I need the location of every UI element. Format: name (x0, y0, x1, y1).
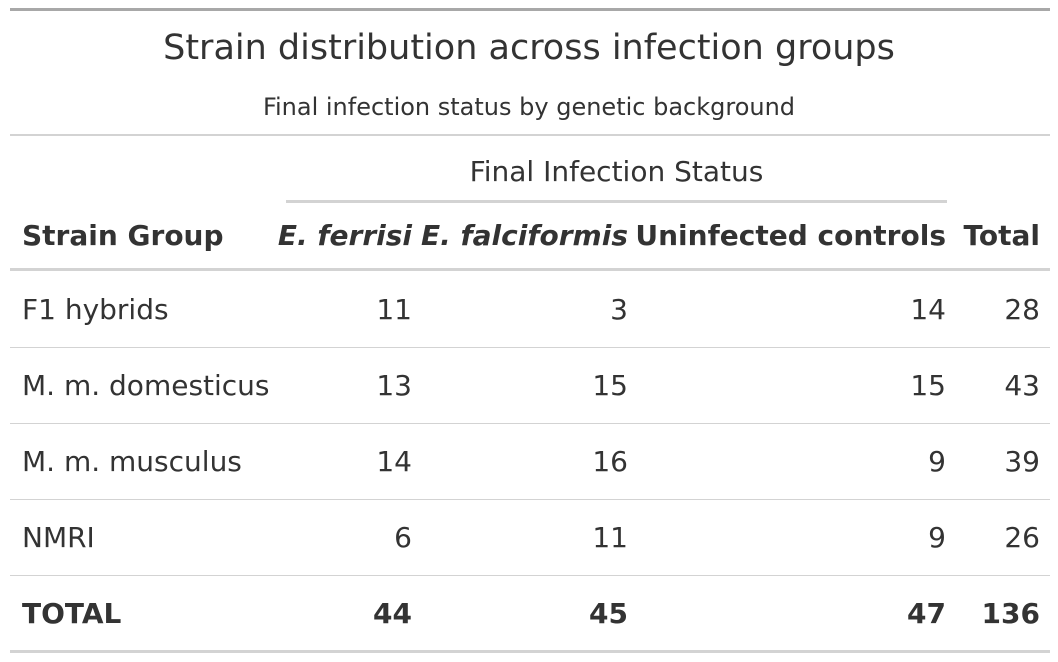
row-domesticus-falciformis: 15 (592, 369, 628, 402)
row-nmri-uninfected: 9 (928, 521, 946, 554)
table-subtitle: Final infection status by genetic backgr… (262, 93, 796, 121)
row-divider (10, 423, 1050, 424)
top-rule (10, 8, 1050, 11)
totals-total: 136 (981, 597, 1040, 630)
spanner-underline (286, 200, 947, 203)
column-spanner: Final Infection Status (469, 155, 764, 188)
row-domesticus-group: M. m. domesticus (22, 369, 270, 402)
row-nmri-ferrisi: 6 (394, 521, 412, 554)
row-f1-ferrisi: 11 (376, 293, 412, 326)
row-musculus-falciformis: 16 (592, 445, 628, 478)
row-f1-uninfected: 14 (910, 293, 946, 326)
totals-ferrisi: 44 (373, 597, 412, 630)
header-e-ferrisi: E. ferrisi (277, 219, 412, 252)
row-domesticus-total: 43 (1004, 369, 1040, 402)
table-title: Strain distribution across infection gro… (163, 28, 895, 68)
row-divider (10, 347, 1050, 348)
table-bottom-rule (10, 650, 1050, 653)
totals-uninfected: 47 (907, 597, 946, 630)
title-divider (10, 134, 1050, 136)
row-nmri-group: NMRI (22, 521, 95, 554)
row-divider (10, 575, 1050, 576)
row-musculus-total: 39 (1004, 445, 1040, 478)
row-musculus-uninfected: 9 (928, 445, 946, 478)
totals-label: TOTAL (22, 597, 122, 630)
row-nmri-total: 26 (1004, 521, 1040, 554)
row-divider (10, 499, 1050, 500)
header-e-falciformis: E. falciformis (420, 219, 628, 252)
header-total: Total (963, 219, 1041, 252)
row-musculus-group: M. m. musculus (22, 445, 242, 478)
row-f1-group: F1 hybrids (22, 293, 169, 326)
header-divider (10, 268, 1050, 271)
header-strain-group: Strain Group (22, 219, 224, 252)
header-uninfected-controls: Uninfected controls (635, 219, 946, 252)
row-f1-total: 28 (1004, 293, 1040, 326)
totals-falciformis: 45 (589, 597, 628, 630)
row-musculus-ferrisi: 14 (376, 445, 412, 478)
row-domesticus-ferrisi: 13 (376, 369, 412, 402)
row-f1-falciformis: 3 (610, 293, 628, 326)
row-nmri-falciformis: 11 (592, 521, 628, 554)
row-domesticus-uninfected: 15 (910, 369, 946, 402)
